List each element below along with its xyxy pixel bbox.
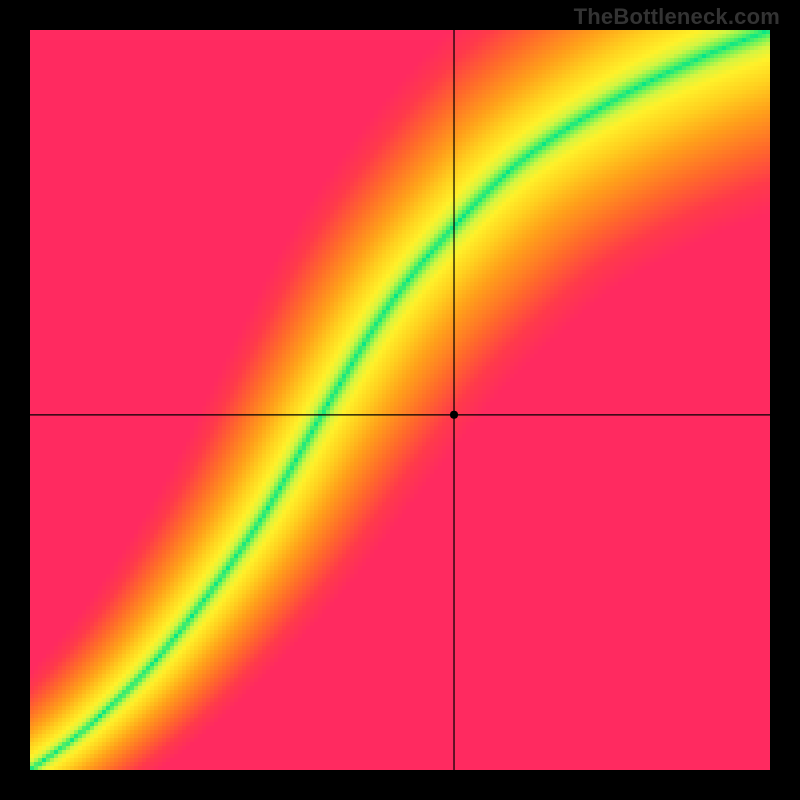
heatmap-plot <box>30 30 770 770</box>
heatmap-canvas <box>30 30 770 770</box>
chart-container: TheBottleneck.com <box>0 0 800 800</box>
attribution-text: TheBottleneck.com <box>574 4 780 30</box>
